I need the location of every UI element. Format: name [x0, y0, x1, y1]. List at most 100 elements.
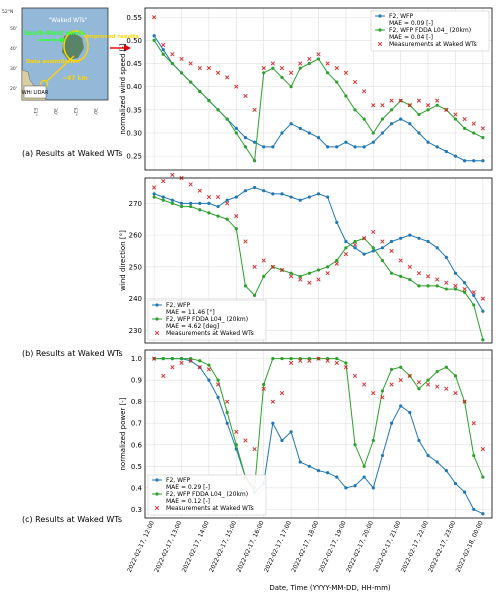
- data-point: [234, 126, 238, 130]
- map-wind-arrow-head: [60, 37, 66, 43]
- measurement-point: [416, 380, 422, 385]
- measurement-point: [270, 61, 275, 66]
- legend-entry-name: F2, WFP FDDA L04_ (20km): [166, 316, 248, 323]
- x-tick-label: 2022-02-17, 20:00: [345, 520, 375, 574]
- data-point: [353, 145, 357, 149]
- data-point: [262, 189, 266, 193]
- measurement-point: [352, 242, 358, 247]
- data-point: [362, 117, 366, 121]
- measurement-point: [407, 264, 412, 269]
- data-point: [234, 195, 238, 199]
- measurement-point: [462, 116, 467, 122]
- measurement-point: [380, 239, 385, 244]
- y-tick-label: 0.30: [126, 129, 142, 137]
- data-point: [380, 453, 385, 458]
- measurement-point: [425, 274, 431, 279]
- x-tick-label: 2022-02-17, 22:00: [400, 520, 430, 574]
- measurement-point: [316, 356, 321, 361]
- map-distance-label: ~47 km: [62, 75, 88, 82]
- data-point: [234, 131, 238, 135]
- inset-map: "Waked WTs" South-West winds Improved re…: [2, 7, 140, 116]
- map-lon-label-3: 30': [92, 108, 98, 115]
- data-point: [444, 149, 448, 154]
- data-point: [289, 271, 293, 275]
- data-point: [316, 57, 321, 61]
- data-point: [335, 80, 339, 84]
- data-point: [417, 387, 421, 391]
- measurement-point: [161, 42, 166, 48]
- measurement-point: [416, 271, 422, 276]
- data-point: [463, 159, 467, 163]
- data-point: [271, 421, 275, 425]
- data-point: [380, 389, 385, 393]
- x-tick-label: 2022-02-17, 16:00: [236, 520, 266, 574]
- y-tick-label: 0.4: [131, 484, 143, 492]
- data-point: [252, 185, 257, 190]
- data-point: [225, 410, 229, 415]
- data-point: [453, 287, 458, 291]
- measurement-point: [362, 236, 367, 241]
- legend-entry-name: Measurements at Waked WTs: [389, 41, 477, 48]
- panel-c: 0.3 0.4 0.5 0.6 0.7 0.8 0.9 1.0 normalized power…: [119, 349, 493, 574]
- data-point: [399, 365, 403, 369]
- data-point: [335, 145, 339, 149]
- data-point: [316, 268, 321, 272]
- data-point: [426, 378, 430, 382]
- data-point: [216, 395, 220, 399]
- y-tick-label: 0.25: [126, 153, 142, 161]
- legend-entry-name: F2, WFP FDDA L04_ (20km): [389, 27, 471, 34]
- data-point: [408, 122, 412, 126]
- y-tick-label: 0.3: [131, 506, 142, 514]
- plot-frame: [144, 7, 493, 171]
- measurement-point: [389, 248, 394, 254]
- data-point: [243, 189, 248, 193]
- x-tick-label: 2022-02-17, 23:00: [427, 520, 457, 574]
- y-tick-label: 0.6: [131, 441, 143, 449]
- measurement-point: [316, 277, 321, 282]
- measurement-point: [197, 66, 202, 71]
- legend-entry-mae: MAE = 0.04 [-]: [389, 34, 433, 41]
- map-lat-label-1: 50': [10, 26, 17, 32]
- measurement-point: [161, 179, 166, 184]
- data-point: [371, 140, 375, 144]
- legend-box: [370, 10, 490, 52]
- data-point: [170, 198, 174, 202]
- data-point: [353, 239, 357, 244]
- data-point: [371, 249, 375, 253]
- map-lat-label-2: 40': [10, 46, 17, 52]
- legend-entry-name: Measurements at Waked WTs: [166, 505, 254, 512]
- data-point: [335, 357, 339, 361]
- measurement-point: [234, 213, 239, 219]
- data-point: [252, 140, 257, 144]
- measurement-point: [170, 52, 175, 57]
- data-point: [262, 71, 266, 75]
- data-point: [335, 258, 339, 263]
- measurement-point: [462, 399, 467, 404]
- legend-entry-name: F2, WFP: [166, 302, 190, 309]
- measurement-point: [225, 75, 230, 80]
- y-tick-label: 1.0: [131, 355, 142, 363]
- map-south-west-winds: South-West winds: [24, 30, 85, 37]
- data-point: [481, 136, 485, 140]
- measurement-point: [352, 79, 358, 85]
- data-point: [326, 71, 330, 75]
- measurement-point: [352, 373, 358, 378]
- panel-caption-a: (a) Results at Waked WTs: [22, 149, 123, 158]
- measurement-point: [343, 252, 349, 257]
- x-axis-label: Date, Time (YYYY-MM-DD, HH-mm): [269, 584, 391, 592]
- data-point: [481, 475, 485, 479]
- data-point: [472, 453, 476, 458]
- measurement-point: [188, 61, 193, 66]
- measurement-point: [170, 365, 175, 370]
- measurement-point: [206, 367, 212, 372]
- data-point: [481, 338, 485, 342]
- data-point: [170, 61, 174, 66]
- data-point: [362, 475, 366, 479]
- data-point: [262, 274, 266, 278]
- legend-entry-name: F2, WFP: [389, 13, 413, 20]
- measurement-point: [334, 66, 339, 71]
- data-point: [371, 438, 375, 443]
- measurement-point: [197, 188, 202, 193]
- data-point: [225, 217, 229, 221]
